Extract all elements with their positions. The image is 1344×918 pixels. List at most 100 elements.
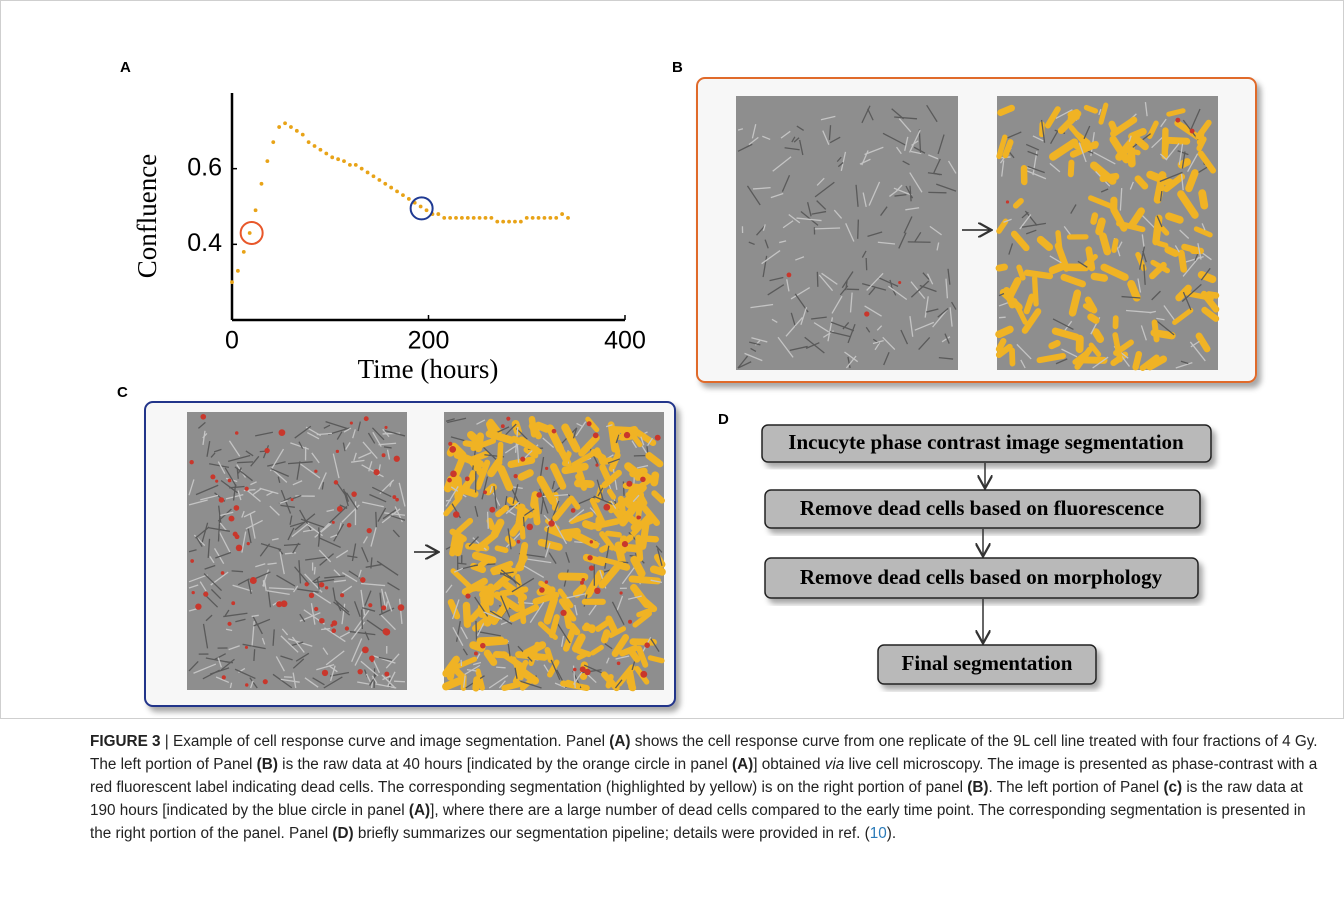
- cell: [370, 527, 377, 547]
- segmented-cell: [1085, 246, 1096, 272]
- cell: [294, 566, 310, 585]
- cell: [333, 579, 346, 583]
- cell: [572, 427, 578, 439]
- cell: [376, 560, 399, 576]
- cell: [522, 516, 525, 528]
- cell: [889, 279, 893, 287]
- cell: [520, 680, 542, 689]
- cell: [909, 316, 914, 337]
- dead-cell: [644, 642, 650, 648]
- cell: [378, 442, 397, 446]
- cell: [748, 136, 759, 146]
- dead-cell: [480, 642, 486, 649]
- dead-cell: [489, 506, 496, 513]
- segmented-cell: [495, 504, 510, 518]
- data-point: [395, 189, 399, 194]
- segmented-cell: [528, 422, 542, 440]
- cell: [789, 345, 808, 352]
- cell: [382, 428, 390, 438]
- cell: [737, 355, 749, 369]
- cell: [483, 611, 503, 620]
- dead-cell: [506, 416, 511, 421]
- dead-cell: [570, 508, 576, 513]
- cell: [188, 549, 197, 553]
- cell: [548, 552, 557, 564]
- cell: [905, 207, 920, 211]
- cell: [621, 564, 637, 585]
- data-point: [312, 144, 317, 148]
- segmented-cell: [1196, 136, 1207, 152]
- cell: [883, 351, 890, 366]
- cell: [287, 527, 295, 541]
- cell: [820, 115, 836, 121]
- segmented-cell: [598, 564, 621, 589]
- cell: [593, 495, 615, 506]
- segmented-cell: [550, 463, 567, 490]
- micrograph: [187, 412, 407, 690]
- cell: [386, 449, 391, 460]
- cell: [260, 543, 282, 551]
- cell: [364, 631, 370, 641]
- cell: [840, 151, 847, 172]
- segmented-cell: [1088, 342, 1102, 358]
- data-point: [259, 181, 264, 186]
- data-point: [471, 215, 476, 220]
- cell: [867, 231, 883, 237]
- cell: [498, 680, 506, 689]
- segmented-cell: [649, 565, 666, 576]
- dead-cell: [361, 646, 369, 654]
- y-tick-label: 0.4: [187, 229, 222, 257]
- dead-cell: [594, 587, 601, 595]
- cell: [292, 494, 302, 500]
- segmented-cell: [605, 674, 614, 689]
- reference-link[interactable]: 10: [869, 825, 887, 842]
- segmented-cell: [1197, 270, 1217, 284]
- dead-cell: [363, 416, 369, 422]
- cell: [1070, 204, 1077, 214]
- data-point: [324, 151, 329, 156]
- cell: [764, 239, 769, 249]
- cell: [767, 284, 785, 296]
- segmented-cell: [995, 343, 1013, 359]
- cell: [762, 135, 771, 141]
- segmented-cell: [640, 535, 659, 543]
- cell: [245, 450, 254, 457]
- cell: [298, 560, 302, 584]
- cell: [655, 545, 663, 553]
- cell: [1083, 125, 1091, 140]
- cell: [360, 582, 386, 587]
- cell: [188, 479, 195, 496]
- cell: [527, 558, 552, 564]
- cell: [381, 588, 386, 606]
- dead-cell: [397, 604, 405, 611]
- cell: [229, 485, 245, 489]
- dead-cell: [551, 428, 557, 434]
- highlight-circle: [409, 196, 434, 221]
- dead-cell: [513, 473, 518, 479]
- cell: [1177, 150, 1189, 156]
- cell: [914, 231, 922, 242]
- cell: [615, 655, 630, 660]
- cell: [489, 485, 493, 493]
- cell: [208, 527, 231, 532]
- cell: [193, 663, 217, 674]
- segmented-cell: [1193, 226, 1213, 238]
- cell: [515, 428, 528, 440]
- cell: [352, 429, 356, 439]
- segmented-cell: [1177, 190, 1199, 219]
- data-point: [306, 140, 311, 145]
- cell: [737, 128, 744, 131]
- cell: [790, 312, 797, 328]
- segmented-cell: [1060, 273, 1086, 288]
- cell: [793, 137, 800, 143]
- cell: [1197, 166, 1209, 174]
- cell: [821, 272, 838, 285]
- data-point: [524, 215, 529, 220]
- dead-cell: [228, 515, 235, 522]
- dead-cell: [234, 431, 239, 435]
- dead-cell: [579, 666, 586, 673]
- dead-cell: [278, 429, 286, 436]
- caption-run: shows the cell response curve from one r…: [90, 733, 1318, 773]
- cell: [237, 461, 253, 464]
- cell: [580, 669, 602, 674]
